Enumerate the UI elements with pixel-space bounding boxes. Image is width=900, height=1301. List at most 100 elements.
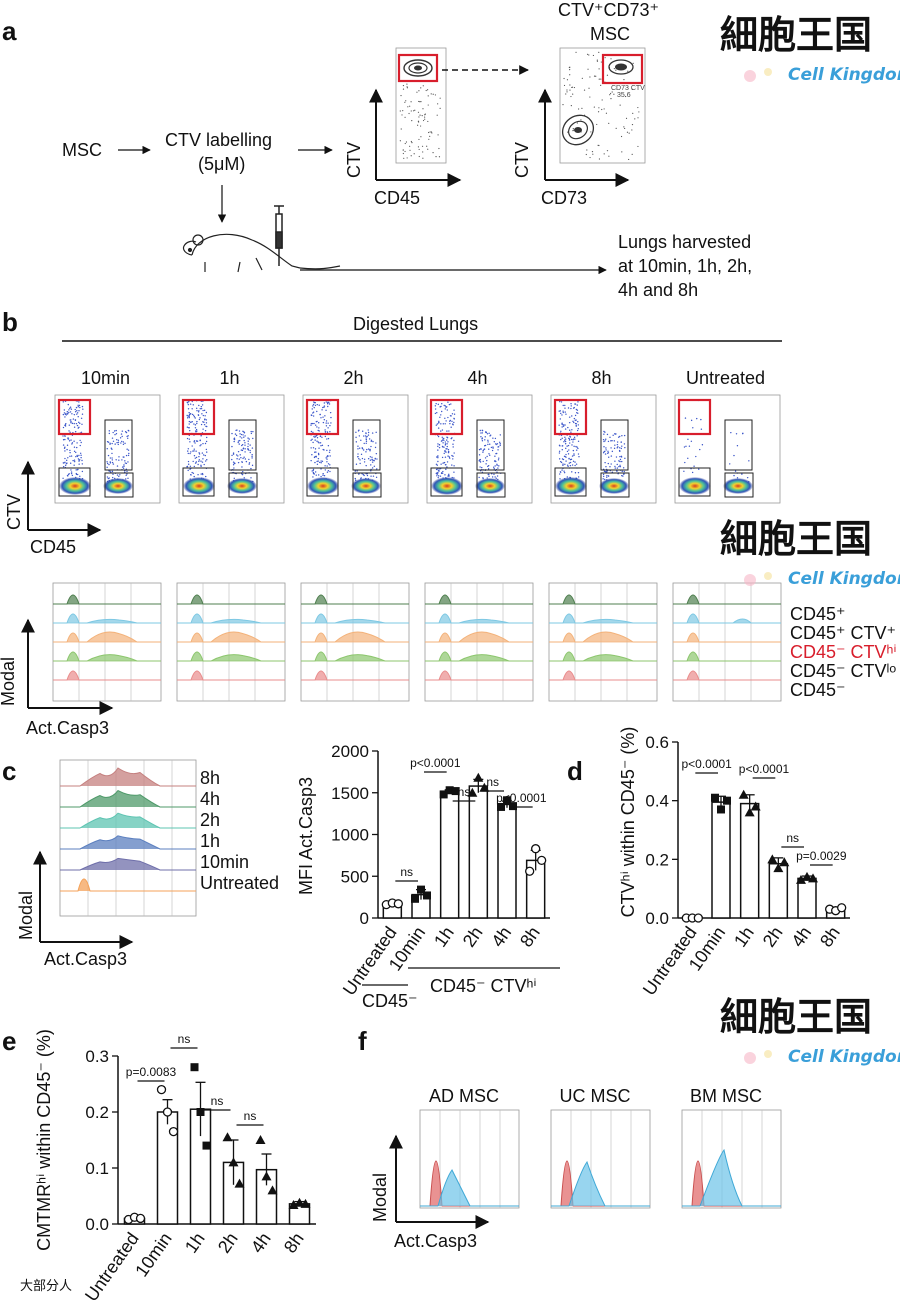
- event-dot: [568, 458, 570, 460]
- event-dot: [319, 435, 322, 438]
- hist-row-label: 2h: [200, 810, 220, 830]
- event-dot: [193, 450, 195, 452]
- event-dot: [453, 439, 455, 442]
- decor-dot: [744, 70, 756, 82]
- data-point: [537, 855, 547, 866]
- panel-letter-c: c: [2, 756, 16, 786]
- event-dot: [369, 456, 372, 458]
- event-dot: [603, 446, 605, 448]
- event-dot: [316, 460, 318, 463]
- event-dot: [69, 431, 71, 434]
- event-dot: [194, 457, 197, 459]
- event-dot: [193, 416, 196, 418]
- event-dot: [568, 416, 571, 418]
- event-dot: [376, 468, 378, 470]
- density-blob: [599, 478, 629, 494]
- event-dot: [371, 456, 373, 459]
- decor-dot: [744, 1052, 756, 1064]
- event-dot: [197, 414, 200, 416]
- event-dot: [558, 424, 560, 426]
- event-dot: [205, 475, 207, 478]
- event-dot: [619, 465, 622, 468]
- event-dot: [574, 438, 576, 440]
- event-dot: [74, 419, 77, 422]
- event-dot: [449, 420, 451, 422]
- event-dot: [700, 418, 702, 421]
- hist-row-label: Untreated: [200, 873, 279, 893]
- event-dot: [108, 430, 110, 432]
- event-dot: [577, 421, 579, 423]
- event-dot: [569, 429, 571, 431]
- event-dot: [625, 95, 627, 98]
- event-dot: [598, 51, 600, 53]
- event-dot: [76, 412, 79, 414]
- event-dot: [568, 462, 571, 464]
- event-dot: [320, 445, 322, 447]
- histogram-trace: [549, 613, 657, 624]
- event-dot: [68, 430, 70, 432]
- event-dot: [316, 403, 319, 406]
- density-blob: [679, 477, 711, 495]
- event-dot: [70, 439, 72, 441]
- panel-letter-e: e: [2, 1026, 16, 1056]
- event-dot: [438, 156, 441, 158]
- syringe-icon: [274, 205, 284, 266]
- event-dot: [487, 473, 489, 476]
- event-dot: [564, 424, 566, 426]
- event-dot: [187, 403, 190, 406]
- event-dot: [632, 62, 634, 64]
- event-dot: [427, 95, 429, 97]
- event-dot: [602, 473, 605, 476]
- event-dot: [598, 158, 601, 160]
- event-dot: [127, 477, 129, 480]
- event-dot: [322, 448, 324, 451]
- event-dot: [312, 411, 315, 413]
- event-dot: [326, 458, 328, 460]
- event-dot: [452, 446, 454, 448]
- event-dot: [431, 132, 433, 134]
- event-dot: [572, 129, 575, 131]
- event-dot: [493, 441, 495, 443]
- plot2-y-label: CTV: [512, 142, 532, 178]
- event-dot: [430, 131, 432, 133]
- event-dot: [312, 403, 315, 406]
- event-dot: [116, 474, 119, 476]
- event-dot: [327, 470, 330, 472]
- event-dot: [444, 444, 447, 446]
- event-dot: [358, 435, 361, 437]
- event-dot: [317, 474, 320, 476]
- event-dot: [441, 429, 444, 431]
- event-dot: [565, 447, 567, 450]
- event-dot: [367, 434, 370, 436]
- plot2-x-label: CD73: [541, 188, 587, 208]
- event-dot: [195, 407, 198, 410]
- event-dot: [63, 447, 66, 449]
- event-dot: [450, 403, 452, 405]
- data-point: [837, 903, 847, 913]
- density-blob: [431, 477, 463, 495]
- event-dot: [241, 449, 244, 452]
- event-dot: [616, 467, 619, 469]
- event-dot: [684, 461, 686, 464]
- event-dot: [618, 447, 621, 449]
- event-dot: [371, 459, 373, 461]
- event-dot: [562, 464, 564, 467]
- event-dot: [479, 466, 481, 468]
- event-dot: [322, 472, 324, 475]
- event-dot: [328, 401, 330, 404]
- event-dot: [605, 438, 607, 440]
- event-dot: [589, 156, 591, 159]
- event-dot: [233, 477, 235, 480]
- event-dot: [631, 129, 633, 131]
- event-dot: [619, 464, 621, 466]
- event-dot: [356, 470, 358, 472]
- event-dot: [422, 151, 424, 153]
- histogram-stack: [424, 582, 534, 702]
- event-dot: [402, 110, 404, 112]
- event-dot: [570, 407, 572, 410]
- event-dot: [574, 472, 577, 474]
- event-dot: [241, 443, 244, 446]
- event-dot: [310, 439, 312, 442]
- event-dot: [248, 438, 250, 440]
- event-dot: [602, 438, 605, 441]
